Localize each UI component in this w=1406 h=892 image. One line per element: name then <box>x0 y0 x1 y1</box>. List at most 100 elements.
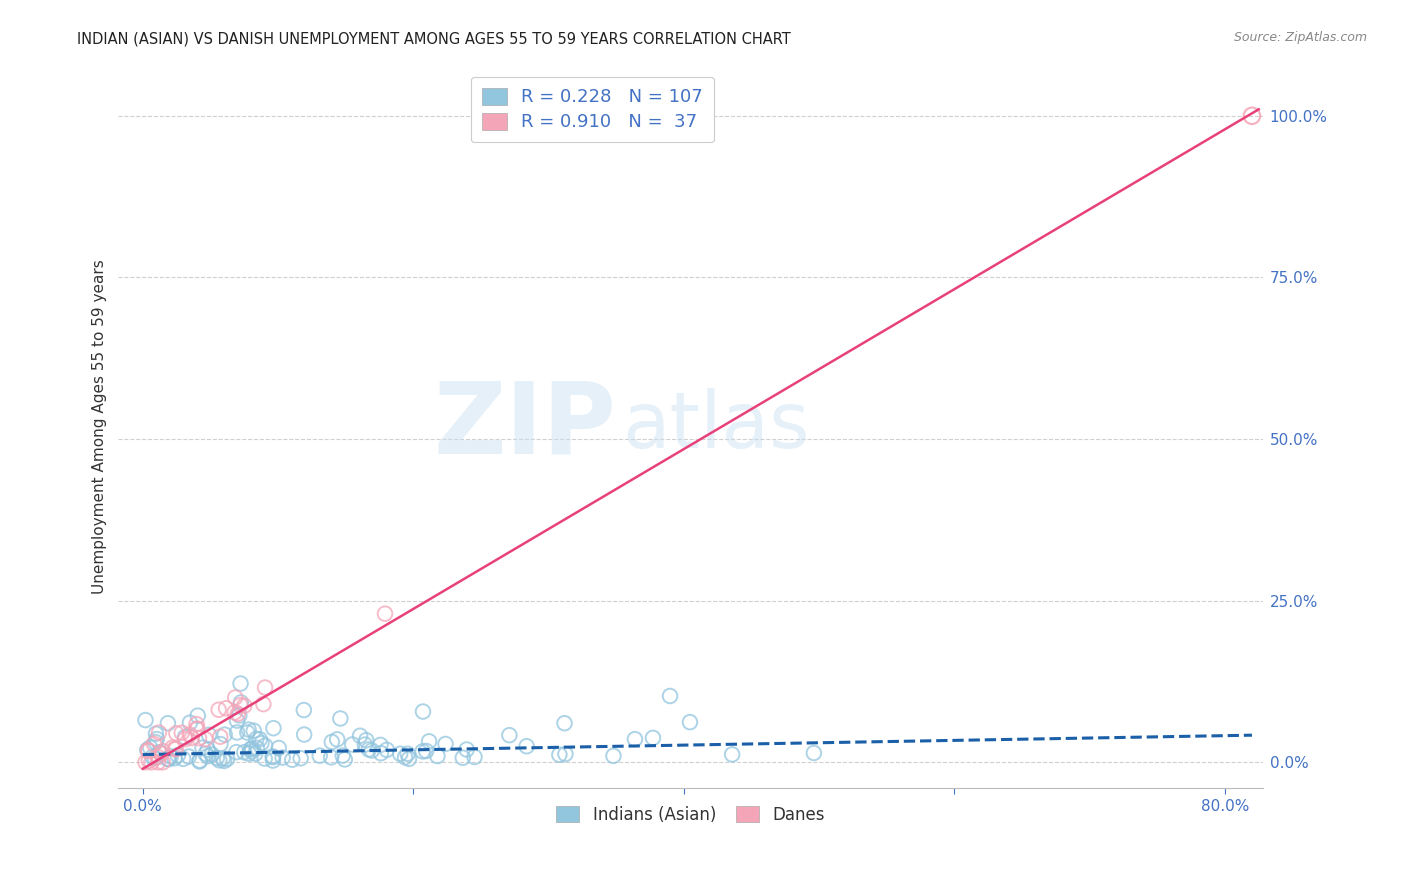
Point <box>245 747 267 761</box>
Text: Source: ZipAtlas.com: Source: ZipAtlas.com <box>1233 31 1367 45</box>
Point <box>329 711 352 725</box>
Point <box>321 735 343 749</box>
Point <box>226 714 249 728</box>
Point <box>354 733 377 747</box>
Point <box>229 695 252 709</box>
Point <box>659 689 682 703</box>
Point <box>463 750 485 764</box>
Point <box>229 676 252 690</box>
Point <box>136 743 159 757</box>
Point <box>389 747 412 761</box>
Point <box>187 708 209 723</box>
Point <box>451 750 474 764</box>
Point <box>179 727 201 741</box>
Point <box>201 747 224 762</box>
Point <box>138 744 160 758</box>
Point <box>141 750 163 764</box>
Point <box>641 731 664 745</box>
Point <box>418 734 440 748</box>
Point <box>308 748 330 763</box>
Point <box>217 752 239 766</box>
Point <box>370 746 392 760</box>
Point <box>228 708 250 723</box>
Point <box>434 737 457 751</box>
Point <box>194 732 217 747</box>
Legend: Indians (Asian), Danes: Indians (Asian), Danes <box>550 799 832 830</box>
Point <box>394 750 416 764</box>
Point <box>398 752 420 766</box>
Point <box>281 753 304 767</box>
Point <box>225 745 247 759</box>
Point <box>292 703 315 717</box>
Point <box>186 717 208 731</box>
Point <box>360 743 382 757</box>
Point <box>245 731 267 746</box>
Point <box>250 736 273 750</box>
Point <box>186 722 208 736</box>
Point <box>194 747 217 761</box>
Text: ZIP: ZIP <box>433 377 616 475</box>
Point <box>209 737 232 751</box>
Point <box>370 738 392 752</box>
Point <box>157 752 180 766</box>
Point <box>238 747 260 761</box>
Point <box>262 750 284 764</box>
Point <box>252 697 274 711</box>
Text: INDIAN (ASIAN) VS DANISH UNEMPLOYMENT AMONG AGES 55 TO 59 YEARS CORRELATION CHAR: INDIAN (ASIAN) VS DANISH UNEMPLOYMENT AM… <box>77 31 792 46</box>
Text: atlas: atlas <box>621 388 810 464</box>
Point <box>242 723 264 738</box>
Point <box>166 748 188 763</box>
Point <box>803 746 825 760</box>
Point <box>172 752 194 766</box>
Point <box>326 732 349 747</box>
Point <box>721 747 744 762</box>
Point <box>156 716 179 731</box>
Point <box>342 738 364 752</box>
Y-axis label: Unemployment Among Ages 55 to 59 years: Unemployment Among Ages 55 to 59 years <box>93 259 107 593</box>
Point <box>396 747 419 761</box>
Point <box>152 744 174 758</box>
Point <box>224 690 246 705</box>
Point <box>516 739 538 754</box>
Point <box>412 744 434 758</box>
Point <box>262 749 284 764</box>
Point <box>239 742 262 756</box>
Point <box>249 732 271 747</box>
Point <box>292 727 315 741</box>
Point <box>156 752 179 766</box>
Point <box>163 742 186 756</box>
Point <box>177 749 200 764</box>
Point <box>412 705 434 719</box>
Point <box>271 750 294 764</box>
Point <box>197 749 219 764</box>
Point <box>136 743 159 757</box>
Point <box>212 754 235 768</box>
Point <box>145 727 167 741</box>
Point <box>321 750 343 764</box>
Point <box>188 731 211 746</box>
Point <box>254 739 277 753</box>
Point <box>498 728 520 742</box>
Point <box>208 703 231 717</box>
Point <box>229 698 252 713</box>
Point <box>148 725 170 739</box>
Point <box>456 742 478 756</box>
Point <box>332 748 354 763</box>
Point <box>224 706 246 720</box>
Point <box>426 749 449 764</box>
Point <box>179 715 201 730</box>
Point <box>145 732 167 747</box>
Point <box>374 607 396 621</box>
Point <box>163 751 186 765</box>
Point <box>679 715 702 730</box>
Point <box>198 728 221 742</box>
Point <box>209 730 232 744</box>
Point <box>262 754 284 768</box>
Point <box>205 751 228 765</box>
Point <box>253 751 276 765</box>
Point <box>226 725 249 739</box>
Point <box>149 745 172 759</box>
Point <box>174 732 197 747</box>
Point <box>214 728 236 742</box>
Point <box>139 740 162 755</box>
